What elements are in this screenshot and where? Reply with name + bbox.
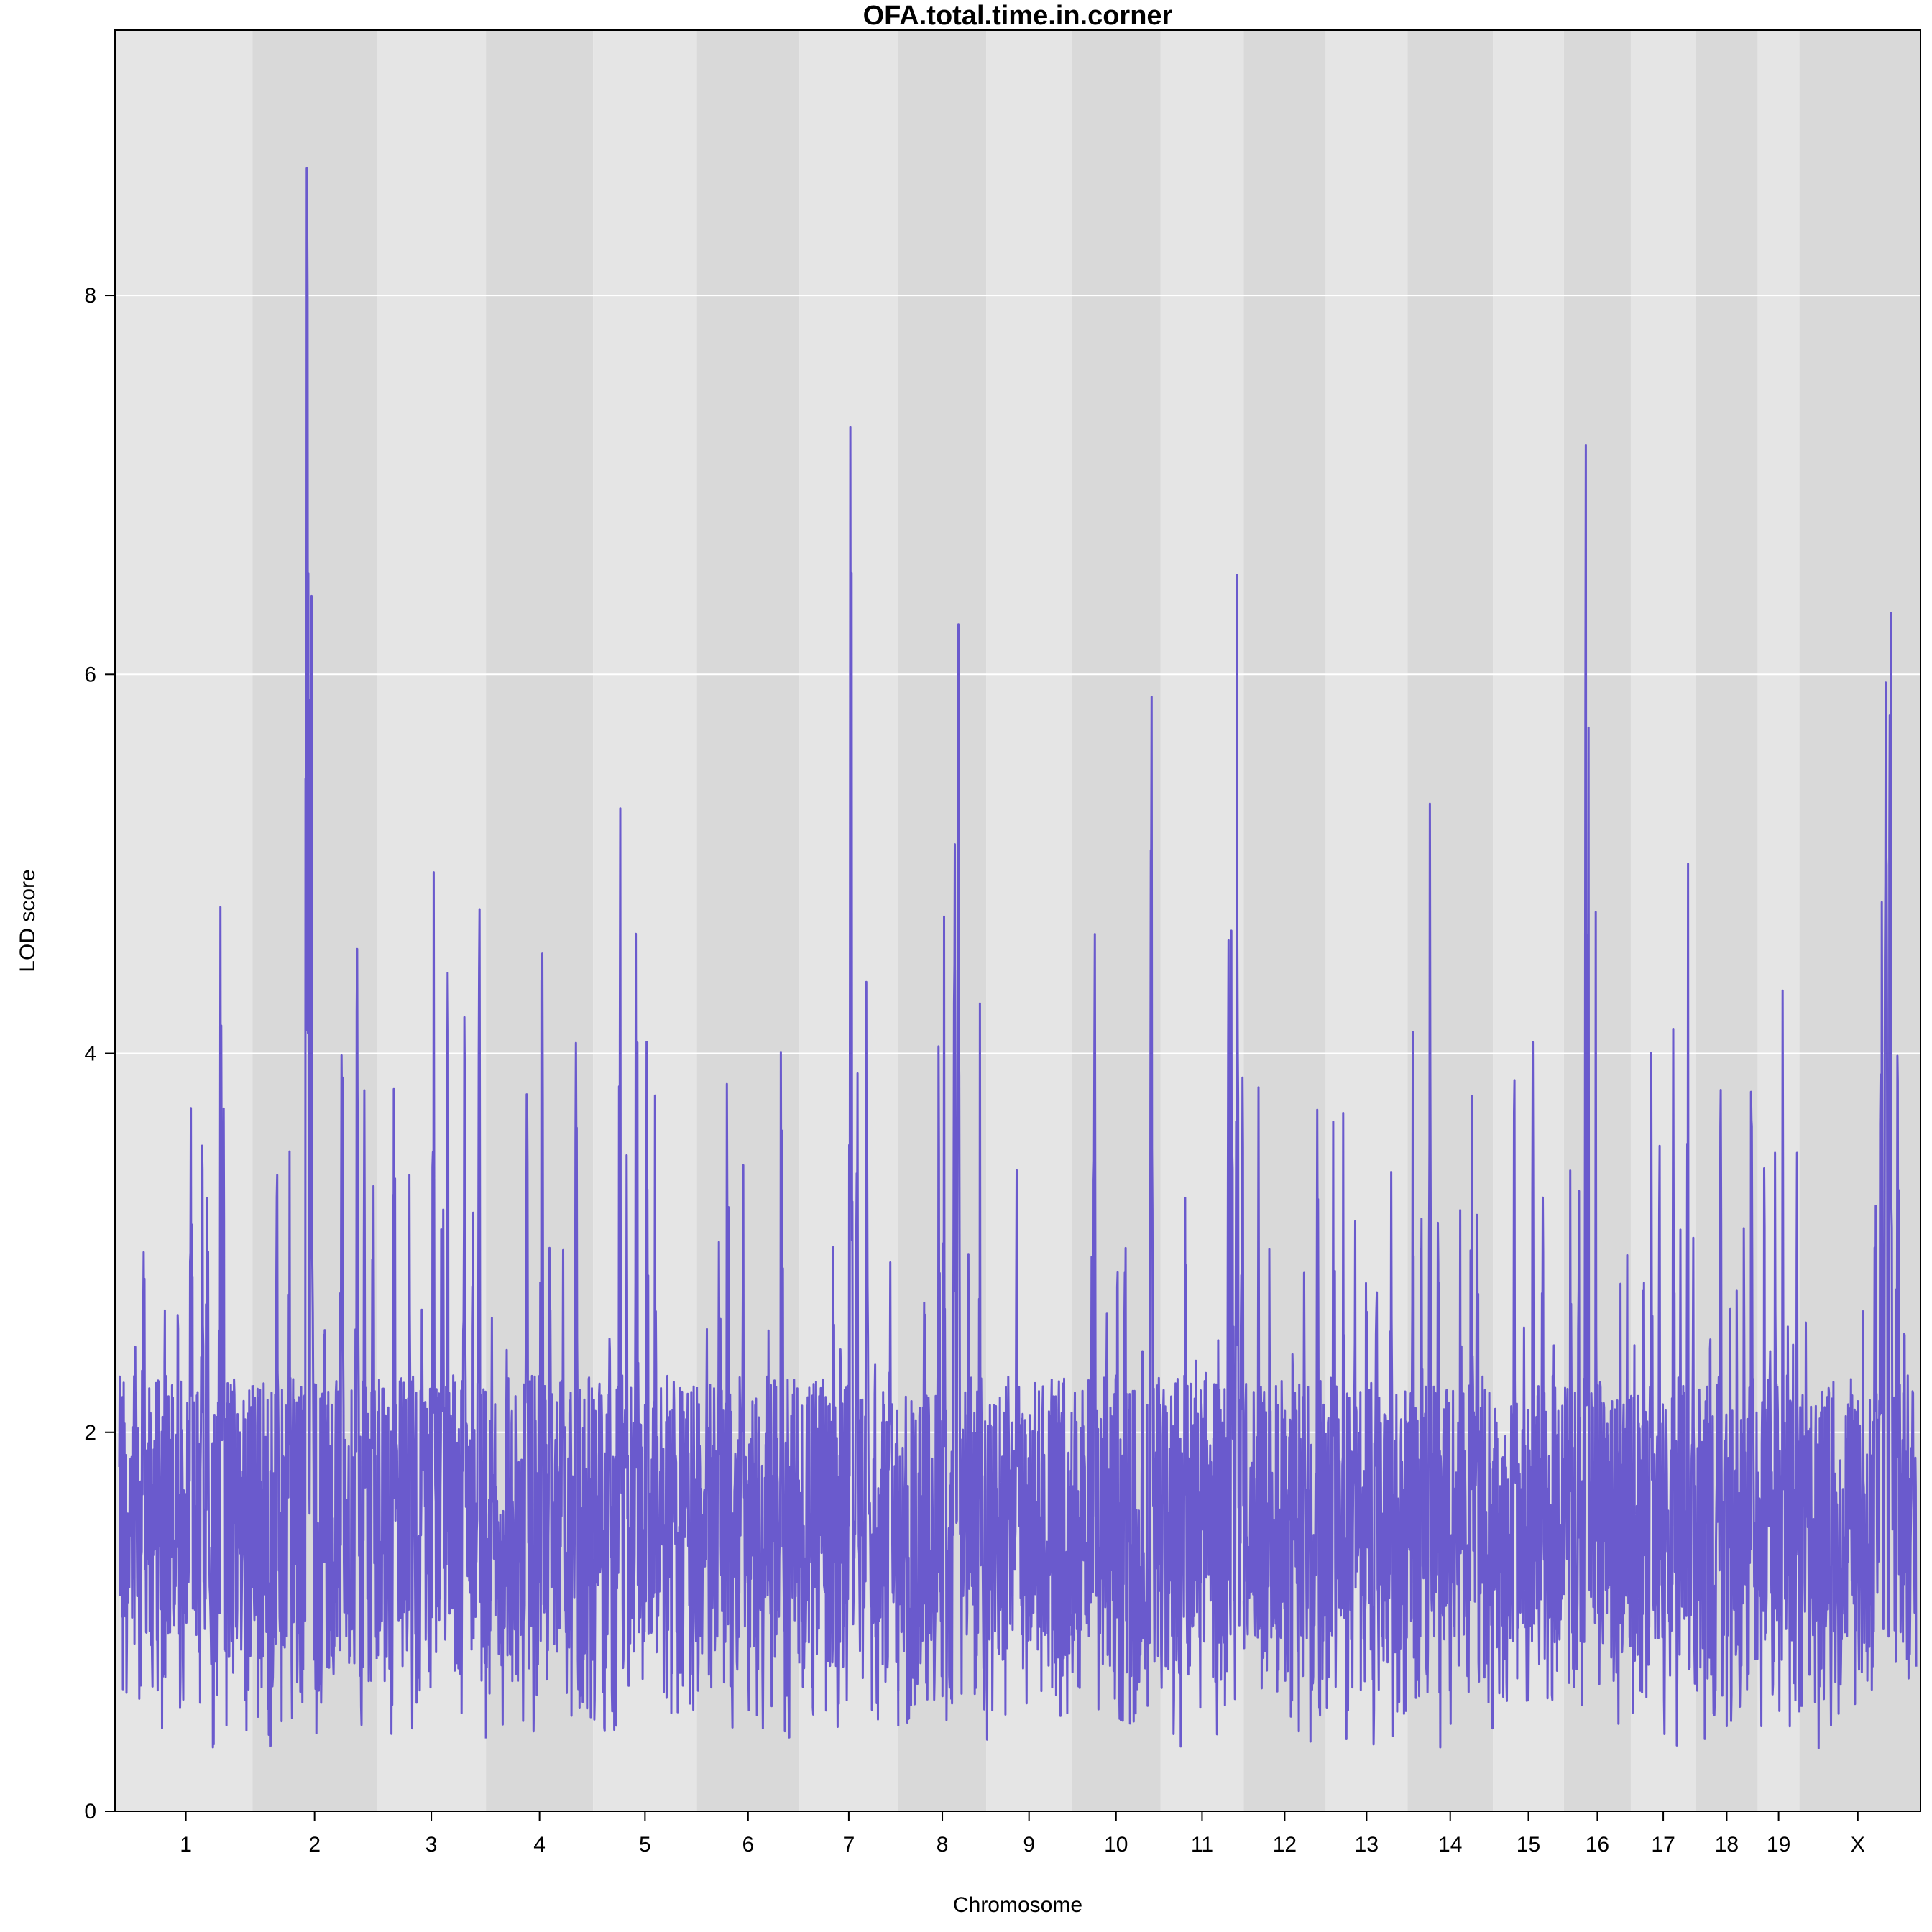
x-tick-label-12: 12 bbox=[1273, 1833, 1297, 1857]
x-tick-label-7: 7 bbox=[843, 1833, 855, 1857]
x-tick-label-14: 14 bbox=[1438, 1833, 1462, 1857]
lod-line-chr-9 bbox=[985, 1169, 1073, 1741]
x-tick-label-3: 3 bbox=[426, 1833, 438, 1857]
lod-line-chr-8 bbox=[897, 623, 988, 1724]
y-tick-label-4: 4 bbox=[84, 1042, 96, 1066]
y-axis: 0 2 4 6 8 bbox=[84, 284, 115, 1823]
y-tick-label-0: 0 bbox=[84, 1800, 96, 1823]
lod-line-chr-16 bbox=[1563, 443, 1632, 1725]
x-tick-label-1: 1 bbox=[180, 1833, 192, 1857]
x-tick-label-4: 4 bbox=[533, 1833, 546, 1857]
y-axis-title: LOD score bbox=[16, 869, 40, 972]
chart-title: OFA.total.time.in.corner bbox=[863, 1, 1173, 31]
lod-line-chr-15 bbox=[1491, 1041, 1565, 1702]
x-tick-label-9: 9 bbox=[1023, 1833, 1035, 1857]
x-axis-title: Chromosome bbox=[953, 1893, 1082, 1917]
x-axis: 1 2 3 4 5 6 7 8 9 10 11 12 13 14 15 16 17 18 19 X bbox=[180, 1811, 1865, 1857]
lod-line-chr-4 bbox=[484, 952, 594, 1733]
x-tick-label-19: 19 bbox=[1767, 1833, 1790, 1857]
lod-line-chr-1 bbox=[118, 906, 254, 1749]
lod-line-chr-13 bbox=[1324, 1112, 1409, 1746]
x-tick-label-11: 11 bbox=[1191, 1833, 1213, 1857]
y-tick-label-2: 2 bbox=[84, 1421, 96, 1445]
x-tick-label-15: 15 bbox=[1517, 1833, 1540, 1857]
x-tick-label-X: X bbox=[1851, 1833, 1865, 1857]
lod-line-chr-6 bbox=[696, 1051, 801, 1739]
plot-frame bbox=[114, 29, 1921, 1812]
lod-line-chr-18 bbox=[1694, 1089, 1760, 1740]
x-tick-label-6: 6 bbox=[742, 1833, 754, 1857]
lod-line-chr-12 bbox=[1242, 1086, 1327, 1743]
lod-line-chr-7 bbox=[798, 426, 900, 1728]
y-tick-label-8: 8 bbox=[84, 284, 96, 308]
y-tick-label-6: 6 bbox=[84, 663, 96, 686]
lod-line-chr-5 bbox=[592, 807, 699, 1732]
lod-line-chr-19 bbox=[1757, 989, 1801, 1728]
lod-line-chr-17 bbox=[1629, 862, 1697, 1747]
lod-line-chr-2 bbox=[251, 167, 378, 1747]
x-tick-label-17: 17 bbox=[1651, 1833, 1675, 1857]
x-tick-label-5: 5 bbox=[639, 1833, 651, 1857]
lod-line-chr-10 bbox=[1070, 696, 1162, 1725]
x-tick-label-10: 10 bbox=[1104, 1833, 1128, 1857]
lod-line-chr-3 bbox=[375, 871, 487, 1739]
x-tick-label-8: 8 bbox=[937, 1833, 949, 1857]
lod-line-chr-11 bbox=[1159, 574, 1245, 1748]
x-tick-label-16: 16 bbox=[1586, 1833, 1609, 1857]
x-tick-label-13: 13 bbox=[1355, 1833, 1379, 1857]
x-tick-label-2: 2 bbox=[308, 1833, 321, 1857]
lod-line-chr-14 bbox=[1406, 802, 1494, 1749]
lod-line-chr-X bbox=[1798, 612, 1918, 1749]
x-tick-label-18: 18 bbox=[1715, 1833, 1739, 1857]
lod-series bbox=[118, 167, 1918, 1749]
